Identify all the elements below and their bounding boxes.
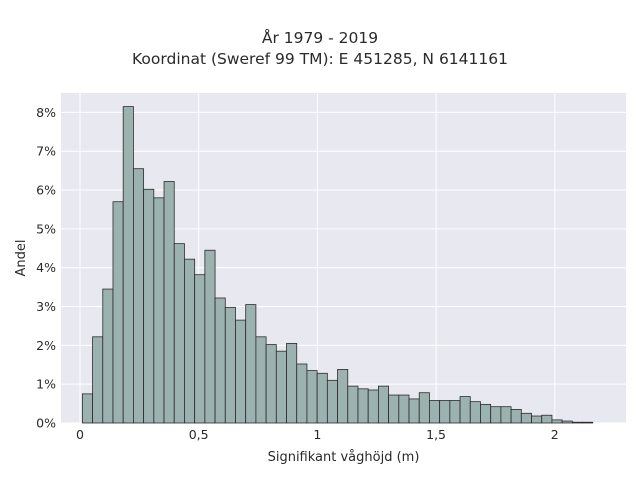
- histogram-bar: [357, 388, 369, 424]
- histogram-bar: [163, 181, 175, 424]
- y-tick-label: 5%: [36, 221, 56, 236]
- histogram-bar: [224, 306, 236, 424]
- histogram-bar: [490, 406, 502, 424]
- histogram-bar: [459, 396, 471, 424]
- histogram-bar: [520, 412, 532, 424]
- histogram-bar: [214, 297, 226, 424]
- y-tick-label: 7%: [36, 144, 56, 159]
- histogram-bar: [153, 197, 165, 424]
- histogram-bar: [347, 385, 359, 424]
- y-tick-label: 3%: [36, 299, 56, 314]
- grid-lines: [61, 93, 626, 424]
- chart-title: År 1979 - 2019: [261, 29, 379, 47]
- x-axis-label: Signifikant våghöjd (m): [268, 450, 420, 465]
- x-tick-label: 1: [313, 427, 321, 442]
- histogram-bar: [398, 394, 410, 424]
- histogram-bar: [480, 403, 492, 424]
- histogram-bar: [143, 188, 155, 424]
- y-tick-label: 1%: [36, 377, 56, 392]
- histogram-bar: [367, 389, 379, 424]
- y-tick-label: 4%: [36, 260, 56, 275]
- histogram-bar: [561, 420, 573, 424]
- y-tick-label: 6%: [36, 183, 56, 198]
- histogram-bar: [306, 370, 318, 424]
- histogram-bar: [337, 369, 349, 424]
- histogram-bar: [439, 400, 451, 424]
- histogram-bar: [133, 168, 145, 424]
- y-tick-label: 0%: [36, 416, 56, 431]
- histogram-bar: [265, 344, 277, 424]
- histogram-bar: [326, 379, 338, 424]
- x-tick-label: 2: [551, 427, 559, 442]
- histogram-bar: [102, 288, 114, 424]
- histogram-bar: [235, 319, 247, 424]
- histogram-bar: [122, 106, 134, 424]
- histogram-bar: [571, 421, 583, 424]
- histogram-bar: [275, 350, 287, 424]
- histogram-bar: [531, 415, 543, 424]
- histogram-bar: [469, 401, 481, 424]
- bars: [81, 106, 594, 424]
- histogram-bar: [245, 304, 257, 424]
- histogram-bar: [81, 393, 93, 424]
- histogram-bar: [582, 421, 594, 424]
- histogram-bar: [316, 372, 328, 424]
- histogram-bar: [449, 400, 461, 424]
- histogram-bar: [296, 363, 308, 424]
- histogram-bar: [377, 385, 390, 424]
- histogram-bar: [541, 414, 553, 424]
- y-axis-label: Andel: [14, 240, 29, 277]
- histogram-bar: [510, 409, 522, 424]
- x-tick-label: 0: [76, 427, 84, 442]
- histogram-bar: [388, 394, 400, 424]
- histogram-bar: [418, 392, 430, 424]
- histogram-bar: [92, 336, 104, 424]
- histogram-bar: [500, 406, 512, 424]
- histogram-bar: [173, 243, 185, 424]
- histogram-bar: [112, 201, 124, 424]
- y-axis-ticks: 0% 1% 2% 3% 4% 5% 6% 7% 8%: [36, 105, 56, 431]
- histogram-bar: [551, 419, 563, 424]
- x-axis-ticks: 0 0,5 1 1,5 2: [76, 427, 559, 442]
- histogram-bar: [286, 343, 298, 424]
- histogram-bar: [429, 400, 441, 424]
- histogram-bar: [408, 398, 420, 424]
- y-tick-label: 2%: [36, 338, 56, 353]
- x-tick-label: 0,5: [189, 427, 209, 442]
- histogram-bar: [255, 336, 267, 424]
- chart-subtitle: Koordinat (Sweref 99 TM): E 451285, N 61…: [132, 50, 508, 68]
- histogram-bar: [204, 249, 216, 424]
- histogram-bar: [184, 258, 196, 424]
- histogram-bar: [194, 274, 206, 424]
- y-tick-label: 8%: [36, 105, 56, 120]
- x-tick-label: 1,5: [426, 427, 446, 442]
